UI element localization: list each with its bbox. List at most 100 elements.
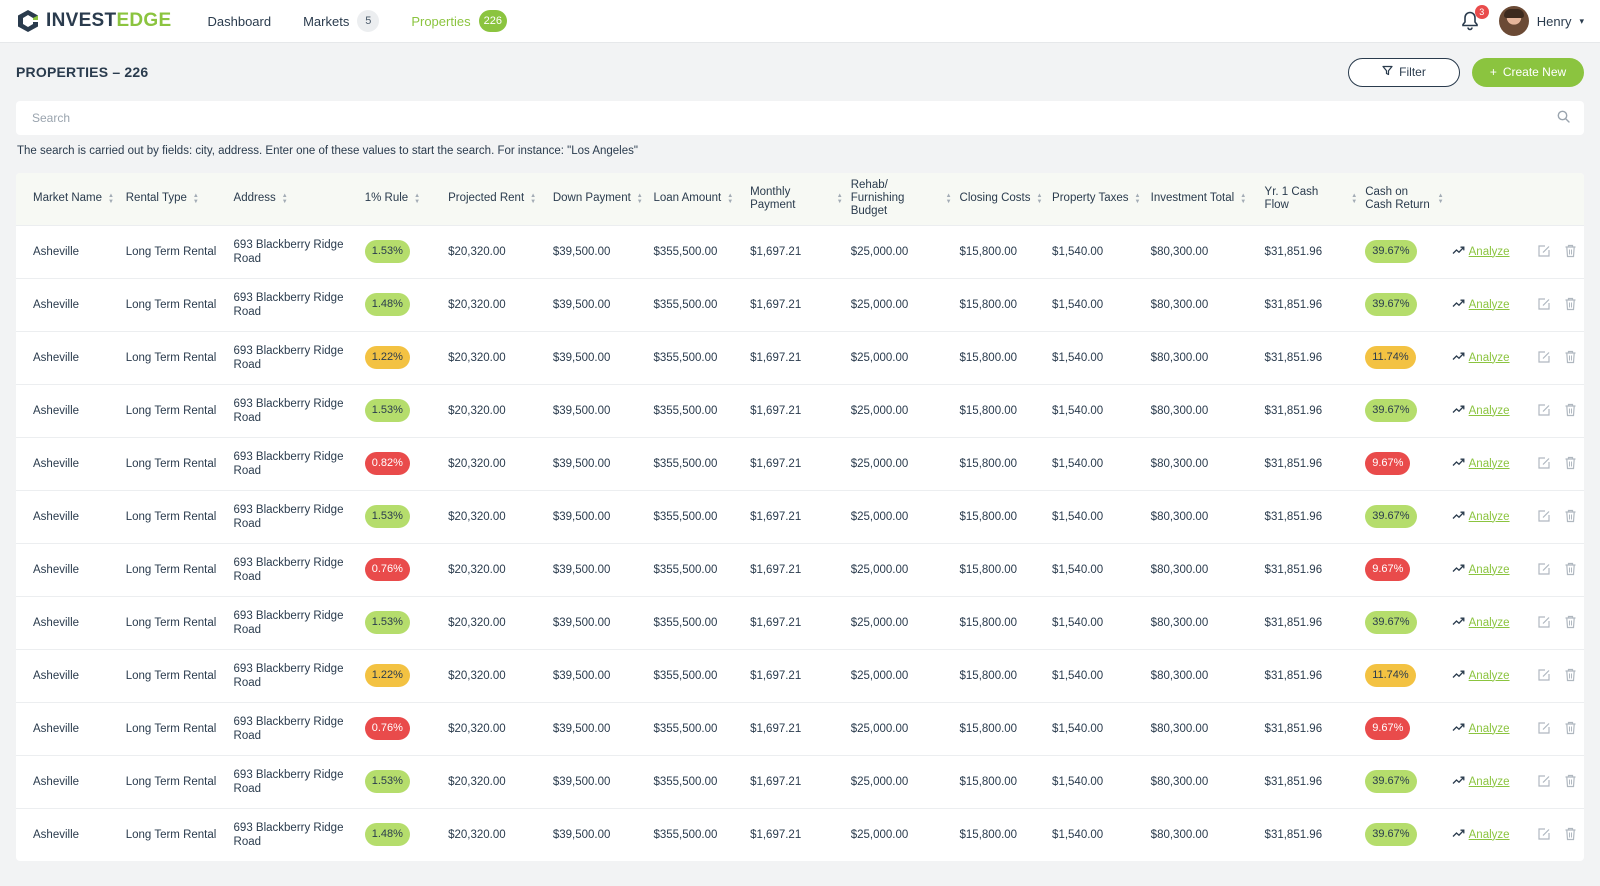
table-row[interactable]: Asheville Long Term Rental 693 Blackberry … xyxy=(16,543,1584,596)
table-row[interactable]: Asheville Long Term Rental 693 Blackberry … xyxy=(16,808,1584,861)
analyze-link[interactable]: Analyze xyxy=(1452,722,1529,736)
column-header-investment-total[interactable]: Investment Total ▲ ▼ xyxy=(1147,173,1261,225)
edit-icon[interactable] xyxy=(1537,350,1552,365)
sort-icon[interactable]: ▲ ▼ xyxy=(836,192,843,205)
cell-value: $15,800.00 xyxy=(959,669,1018,682)
sort-icon[interactable]: ▲ ▼ xyxy=(192,192,199,205)
cell-loan-amount: $355,500.00 xyxy=(649,808,746,861)
edit-icon[interactable] xyxy=(1537,403,1552,418)
create-new-button[interactable]: + Create New xyxy=(1472,57,1584,87)
user-menu[interactable]: Henry ▾ xyxy=(1498,6,1584,36)
rule-badge: 1.48% xyxy=(364,823,410,847)
nav-dashboard[interactable]: Dashboard xyxy=(207,14,271,29)
column-header-projected-rent[interactable]: Projected Rent ▲ ▼ xyxy=(444,173,549,225)
table-row[interactable]: Asheville Long Term Rental 693 Blackberry … xyxy=(16,384,1584,437)
sort-icon[interactable]: ▲ ▼ xyxy=(108,192,114,205)
column-header-yr1-cash-flow[interactable]: Yr. 1 Cash Flow ▲ ▼ xyxy=(1261,173,1362,225)
edit-icon[interactable] xyxy=(1537,562,1552,577)
cell-value: $355,500.00 xyxy=(653,404,718,417)
trash-icon[interactable] xyxy=(1564,774,1579,789)
sort-icon[interactable]: ▲ ▼ xyxy=(1351,192,1358,205)
edit-icon[interactable] xyxy=(1537,721,1552,736)
edit-icon[interactable] xyxy=(1537,827,1552,842)
trash-icon[interactable] xyxy=(1564,350,1579,365)
column-header-down-payment[interactable]: Down Payment ▲ ▼ xyxy=(549,173,650,225)
trash-icon[interactable] xyxy=(1564,827,1579,842)
column-header-market-name[interactable]: Market Name ▲ ▼ xyxy=(16,173,122,225)
table-row[interactable]: Asheville Long Term Rental 693 Blackberry … xyxy=(16,702,1584,755)
cell-loan-amount: $355,500.00 xyxy=(649,649,746,702)
column-header-label: Investment Total xyxy=(1150,192,1235,205)
analyze-link[interactable]: Analyze xyxy=(1452,775,1529,789)
search-input[interactable] xyxy=(32,111,1557,125)
search-icon[interactable] xyxy=(1557,110,1570,126)
trash-icon[interactable] xyxy=(1564,562,1579,577)
trash-icon[interactable] xyxy=(1564,721,1579,736)
analyze-link[interactable]: Analyze xyxy=(1452,669,1529,683)
cell-value: $80,300.00 xyxy=(1150,775,1209,788)
sort-icon[interactable]: ▲ ▼ xyxy=(1437,192,1444,205)
table-row[interactable]: Asheville Long Term Rental 693 Blackberry … xyxy=(16,225,1584,278)
analyze-link[interactable]: Analyze xyxy=(1452,457,1529,471)
table-row[interactable]: Asheville Long Term Rental 693 Blackberry … xyxy=(16,331,1584,384)
column-header-cash-on-cash-return[interactable]: Cash on Cash Return ▲ ▼ xyxy=(1361,173,1447,225)
nav-properties[interactable]: Properties 226 xyxy=(411,10,507,32)
trash-icon[interactable] xyxy=(1564,509,1579,524)
analyze-label: Analyze xyxy=(1468,722,1510,735)
filter-button[interactable]: Filter xyxy=(1348,57,1460,87)
logo[interactable]: INVESTEDGE xyxy=(16,9,171,33)
table-row[interactable]: Asheville Long Term Rental 693 Blackberry … xyxy=(16,278,1584,331)
sort-icon[interactable]: ▲ ▼ xyxy=(1036,192,1043,205)
sort-icon[interactable]: ▲ ▼ xyxy=(945,192,952,205)
column-header-rental-type[interactable]: Rental Type ▲ ▼ xyxy=(122,173,230,225)
analyze-link[interactable]: Analyze xyxy=(1452,563,1529,577)
analyze-link[interactable]: Analyze xyxy=(1452,298,1529,312)
sort-icon[interactable]: ▲ ▼ xyxy=(281,192,288,205)
analyze-link[interactable]: Analyze xyxy=(1452,616,1529,630)
cell-market-name: Asheville xyxy=(16,596,122,649)
trash-icon[interactable] xyxy=(1564,668,1579,683)
trash-icon[interactable] xyxy=(1564,456,1579,471)
table-row[interactable]: Asheville Long Term Rental 693 Blackberry … xyxy=(16,490,1584,543)
trash-icon[interactable] xyxy=(1564,244,1579,259)
trash-icon[interactable] xyxy=(1564,615,1579,630)
nav-markets[interactable]: Markets 5 xyxy=(303,10,380,32)
column-header-address[interactable]: Address ▲ ▼ xyxy=(230,173,361,225)
edit-icon[interactable] xyxy=(1537,774,1552,789)
edit-icon[interactable] xyxy=(1537,668,1552,683)
edit-icon[interactable] xyxy=(1537,509,1552,524)
cell-rental-type: Long Term Rental xyxy=(122,596,230,649)
edit-icon[interactable] xyxy=(1537,297,1552,312)
edit-icon[interactable] xyxy=(1537,615,1552,630)
trash-icon[interactable] xyxy=(1564,297,1579,312)
sort-icon[interactable]: ▲ ▼ xyxy=(1240,192,1247,205)
cell-yr1-cash-flow: $31,851.96 xyxy=(1261,278,1362,331)
analyze-link[interactable]: Analyze xyxy=(1452,245,1529,259)
column-header-closing-costs[interactable]: Closing Costs ▲ ▼ xyxy=(956,173,1049,225)
analyze-link[interactable]: Analyze xyxy=(1452,828,1529,842)
column-header-property-taxes[interactable]: Property Taxes ▲ ▼ xyxy=(1048,173,1147,225)
edit-icon[interactable] xyxy=(1537,244,1552,259)
rule-badge: 1.53% xyxy=(364,399,410,422)
trash-icon[interactable] xyxy=(1564,403,1579,418)
table-row[interactable]: Asheville Long Term Rental 693 Blackberry … xyxy=(16,755,1584,808)
column-header-loan-amount[interactable]: Loan Amount ▲ ▼ xyxy=(649,173,746,225)
edit-icon[interactable] xyxy=(1537,456,1552,471)
table-row[interactable]: Asheville Long Term Rental 693 Blackberry … xyxy=(16,596,1584,649)
sort-icon[interactable]: ▲ ▼ xyxy=(414,192,421,205)
sort-icon[interactable]: ▲ ▼ xyxy=(636,192,643,205)
cell-closing-costs: $15,800.00 xyxy=(956,596,1049,649)
column-header-monthly-payment[interactable]: Monthly Payment ▲ ▼ xyxy=(746,173,847,225)
notifications-button[interactable]: 3 xyxy=(1461,5,1489,31)
table-row[interactable]: Asheville Long Term Rental 693 Blackberry … xyxy=(16,437,1584,490)
trend-up-icon xyxy=(1452,510,1465,524)
table-row[interactable]: Asheville Long Term Rental 693 Blackberry … xyxy=(16,649,1584,702)
sort-icon[interactable]: ▲ ▼ xyxy=(1134,192,1141,205)
analyze-link[interactable]: Analyze xyxy=(1452,510,1529,524)
analyze-link[interactable]: Analyze xyxy=(1452,351,1529,365)
column-header-one-percent-rule[interactable]: 1% Rule ▲ ▼ xyxy=(361,173,444,225)
sort-icon[interactable]: ▲ ▼ xyxy=(530,192,537,205)
analyze-link[interactable]: Analyze xyxy=(1452,404,1529,418)
sort-icon[interactable]: ▲ ▼ xyxy=(727,192,734,205)
column-header-rehab-furnishing-budget[interactable]: Rehab/ Furnishing Budget ▲ ▼ xyxy=(847,173,956,225)
